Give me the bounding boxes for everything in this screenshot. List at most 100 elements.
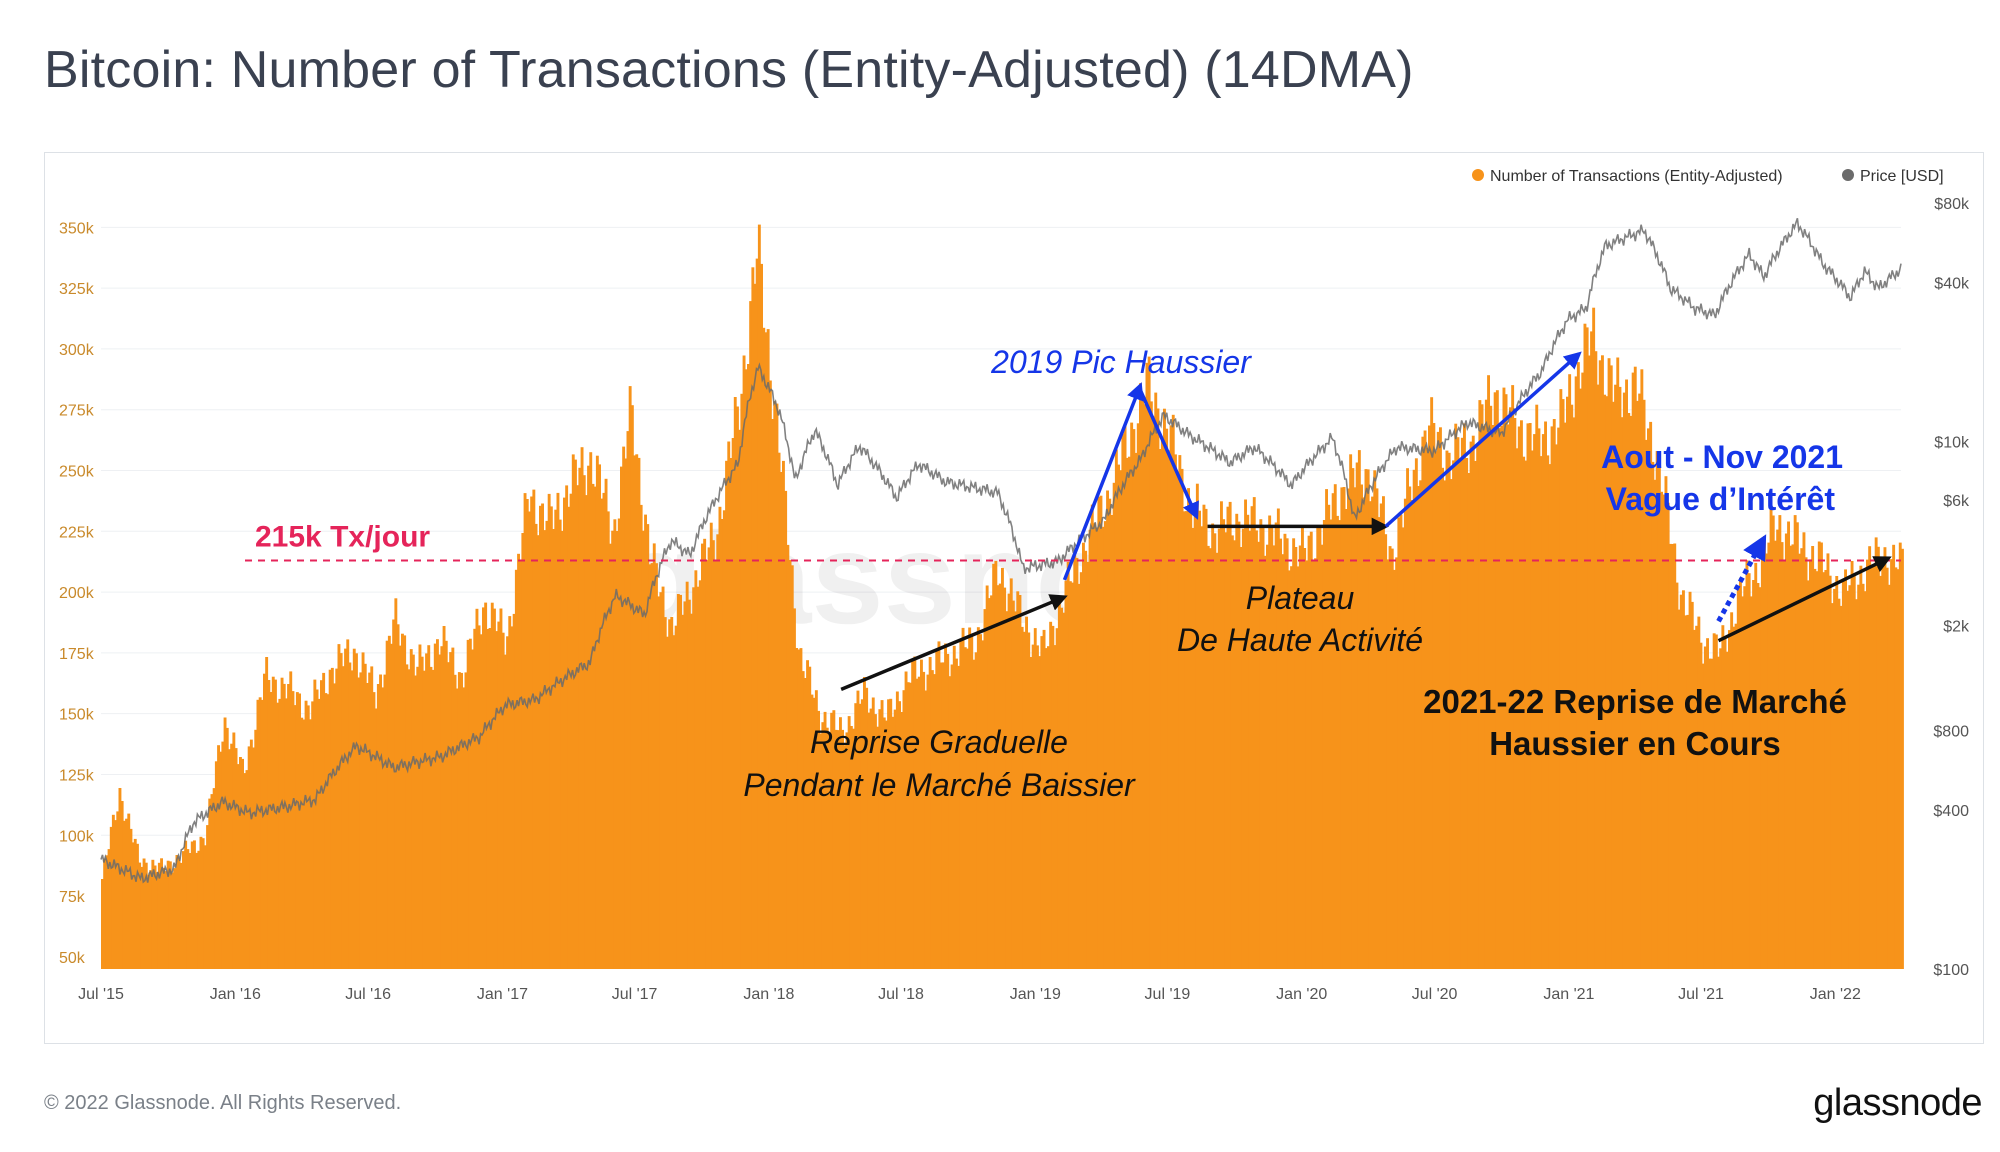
- bar: [1629, 415, 1633, 969]
- annotation-arrow: [1138, 389, 1199, 520]
- bar: [214, 761, 218, 969]
- bar: [819, 733, 823, 969]
- bar: [961, 627, 965, 969]
- bar: [711, 540, 715, 969]
- bar: [1872, 564, 1876, 969]
- bar: [1099, 495, 1103, 969]
- bar: [1846, 590, 1850, 969]
- bar: [580, 447, 584, 969]
- bar: [1368, 501, 1372, 969]
- bar: [1535, 404, 1539, 969]
- bar: [1123, 424, 1127, 969]
- bar: [854, 703, 858, 969]
- bar: [876, 726, 880, 969]
- bar: [1084, 550, 1088, 969]
- bar: [593, 486, 597, 969]
- brand-logo[interactable]: glassnode: [1813, 1082, 1982, 1124]
- bar: [381, 687, 385, 969]
- bar: [1522, 456, 1526, 969]
- bar: [703, 538, 707, 969]
- bar: [604, 478, 608, 969]
- bar: [1574, 376, 1578, 969]
- bar: [1134, 452, 1138, 969]
- bar: [1723, 636, 1727, 969]
- bar: [797, 649, 801, 969]
- bar: [396, 624, 400, 969]
- bar: [239, 757, 242, 969]
- bar: [1160, 437, 1164, 969]
- bar: [1458, 460, 1462, 969]
- bar: [1342, 487, 1346, 969]
- bar: [289, 671, 293, 969]
- bar: [1318, 527, 1322, 969]
- bar: [1598, 360, 1602, 969]
- chart-svg: glassnode 215k Tx/jour 50k75k100k125k150…: [59, 168, 1970, 1003]
- bar: [284, 698, 288, 969]
- bar: [1763, 536, 1766, 969]
- bar: [447, 662, 450, 969]
- bar: [1283, 533, 1287, 969]
- bar: [125, 818, 128, 969]
- bar: [983, 609, 987, 969]
- bar: [1855, 599, 1858, 969]
- bar: [1614, 384, 1617, 969]
- bar: [287, 684, 290, 969]
- bar: [1268, 515, 1272, 969]
- bar: [690, 613, 693, 969]
- bar: [1211, 523, 1215, 969]
- bar: [1576, 362, 1580, 970]
- bar: [241, 758, 244, 969]
- bar: [1474, 461, 1477, 969]
- bar: [1695, 625, 1699, 969]
- bar: [414, 675, 417, 969]
- legend[interactable]: Number of Transactions (Entity-Adjusted)…: [1472, 168, 1944, 185]
- bar: [998, 583, 1002, 969]
- bar: [1353, 487, 1357, 969]
- bar: [1373, 470, 1377, 969]
- bar: [173, 868, 177, 969]
- bar: [666, 636, 669, 969]
- legend-label-price: Price [USD]: [1860, 168, 1944, 185]
- bar: [521, 533, 525, 969]
- bar: [674, 625, 678, 969]
- bar: [1673, 543, 1677, 969]
- bar: [1657, 453, 1661, 969]
- bar: [1620, 417, 1624, 969]
- bar: [1688, 591, 1692, 969]
- bar: [1603, 394, 1607, 969]
- bar: [1471, 435, 1475, 969]
- bar: [799, 648, 803, 969]
- bar: [1515, 448, 1519, 969]
- bar: [657, 596, 661, 969]
- bar: [1086, 561, 1090, 969]
- bar: [1364, 469, 1368, 969]
- bar: [490, 602, 494, 969]
- bar: [315, 689, 319, 969]
- bar: [668, 619, 672, 969]
- bar: [788, 560, 792, 969]
- bar: [162, 868, 166, 969]
- annotation-arrow: [1384, 351, 1582, 528]
- bar: [361, 652, 365, 969]
- bar: [1780, 542, 1784, 969]
- bar: [1570, 404, 1574, 969]
- bar: [460, 672, 463, 969]
- bar: [841, 729, 844, 969]
- y-right-tick-label: $400: [1933, 803, 1969, 820]
- bar: [1561, 399, 1565, 970]
- bar: [444, 640, 448, 969]
- bar: [1077, 583, 1081, 969]
- x-tick-label: Jan '19: [1010, 986, 1061, 1003]
- bar: [1741, 596, 1744, 969]
- bar: [694, 570, 698, 969]
- bar: [1403, 498, 1407, 969]
- bar: [1143, 404, 1147, 969]
- bar: [1047, 646, 1050, 969]
- bar: [650, 563, 654, 969]
- bar: [1653, 479, 1657, 969]
- bar: [571, 454, 575, 969]
- bar: [1252, 497, 1256, 969]
- bar: [387, 635, 391, 969]
- bar: [436, 639, 439, 969]
- bar: [475, 608, 479, 969]
